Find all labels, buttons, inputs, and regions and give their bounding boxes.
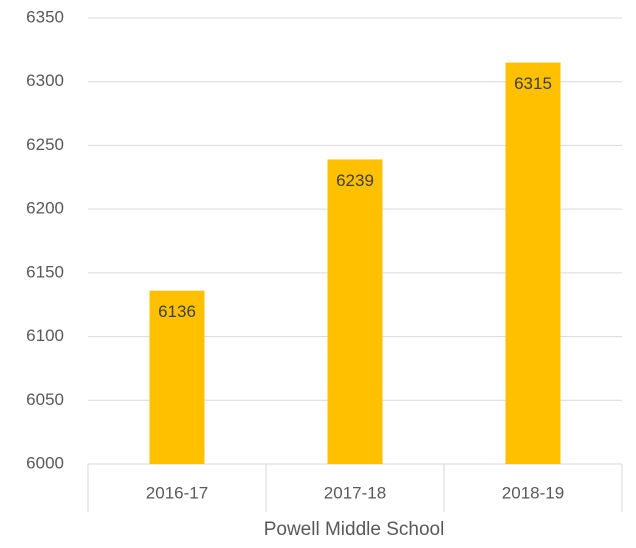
- y-tick-label: 6000: [26, 453, 64, 472]
- y-tick-label: 6350: [26, 7, 64, 26]
- bar: [149, 290, 205, 464]
- data-label: 6136: [158, 302, 196, 321]
- y-tick-label: 6200: [26, 199, 64, 218]
- y-tick-label: 6050: [26, 390, 64, 409]
- x-tick-label: 2018-19: [502, 483, 564, 502]
- x-axis-title: Powell Middle School: [264, 519, 445, 540]
- y-tick-label: 6100: [26, 326, 64, 345]
- y-tick-label: 6300: [26, 71, 64, 90]
- data-label: 6239: [336, 171, 374, 190]
- x-tick-label: 2016-17: [146, 483, 208, 502]
- bar: [327, 159, 383, 464]
- y-tick-label: 6250: [26, 135, 64, 154]
- bar: [505, 62, 561, 464]
- y-tick-label: 6150: [26, 262, 64, 281]
- data-label: 6315: [514, 74, 552, 93]
- x-tick-label: 2017-18: [324, 483, 386, 502]
